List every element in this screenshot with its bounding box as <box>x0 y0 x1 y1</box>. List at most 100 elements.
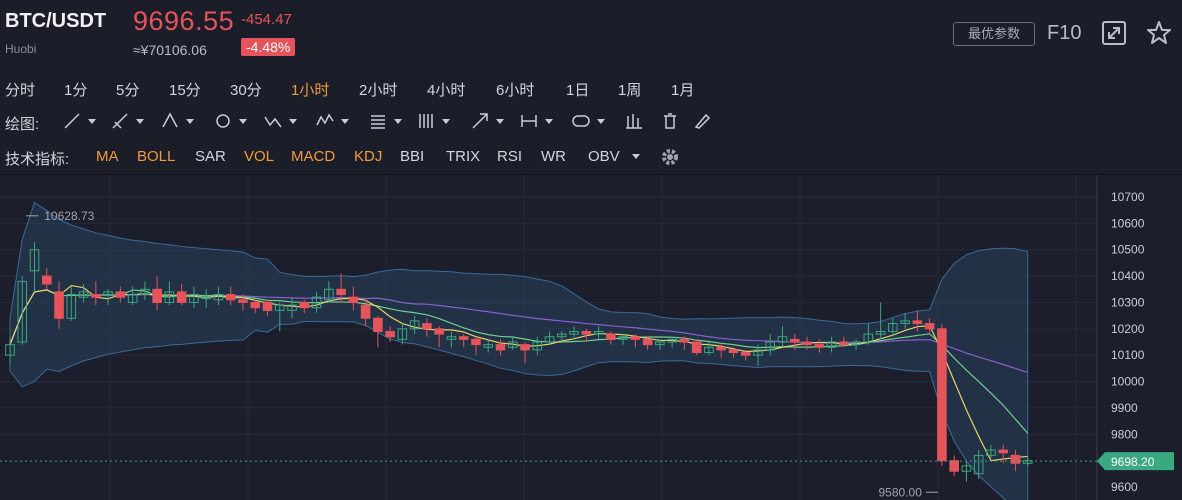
circle-tool-icon[interactable] <box>213 110 247 132</box>
candle-body <box>5 344 15 356</box>
candle-body <box>127 294 138 303</box>
y-tick-label: 10400 <box>1111 269 1145 283</box>
y-tick-label: 10600 <box>1111 216 1145 230</box>
fib-tool-icon[interactable] <box>368 110 402 132</box>
candle-body <box>593 330 604 335</box>
candle-body <box>986 449 996 456</box>
timeframe-bar: 分时 1分 5分 15分 30分 1小时 2小时 4小时 6小时 1日 1周 1月 <box>0 70 1182 105</box>
candle-body <box>495 344 506 351</box>
candle-body <box>679 338 690 343</box>
best-params-button[interactable]: 最优参数 <box>953 22 1035 46</box>
candle-body <box>299 301 310 309</box>
timeframe-11[interactable]: 1月 <box>671 82 695 99</box>
candle-body <box>826 341 837 348</box>
candle-body <box>140 288 150 296</box>
candle-body <box>924 323 935 330</box>
timeframe-8[interactable]: 6小时 <box>496 82 535 99</box>
candle-body <box>458 336 469 340</box>
trash-icon[interactable] <box>660 110 680 132</box>
price-chart[interactable]: 10628.73 9580.00 9698.20 10700 10600 10500 104… <box>0 175 1182 500</box>
indicator-vol[interactable]: VOL <box>244 148 275 165</box>
indicator-bbi[interactable]: BBI <box>400 148 425 165</box>
candle-body <box>949 460 959 472</box>
change-percent-badge: -4.48% <box>241 38 296 56</box>
indicator-sar[interactable]: SAR <box>195 148 226 165</box>
candle-body <box>851 341 861 346</box>
candle-body <box>556 333 567 338</box>
candle-body <box>483 344 494 348</box>
candle-body <box>630 336 641 340</box>
candle-body <box>802 341 812 346</box>
note-tool-icon[interactable] <box>571 110 605 132</box>
measure-tool-icon[interactable] <box>519 110 553 132</box>
timeframe-0[interactable]: 分时 <box>5 82 36 99</box>
gear-icon[interactable] <box>659 146 681 168</box>
candle-body <box>900 320 910 325</box>
candle-body <box>348 296 359 303</box>
timeframe-9[interactable]: 1日 <box>566 82 590 99</box>
candle-body <box>373 317 383 332</box>
candle-body <box>789 338 800 343</box>
candle-body <box>164 291 175 303</box>
ray-tool-icon[interactable] <box>110 110 144 132</box>
wave-tool-icon[interactable] <box>263 110 297 132</box>
timeframe-3[interactable]: 15分 <box>169 82 201 99</box>
pattern-tool-icon[interactable] <box>315 110 349 132</box>
indicator-wr[interactable]: WR <box>541 148 566 165</box>
timeframe-10[interactable]: 1周 <box>618 82 642 99</box>
candle-body <box>115 291 126 298</box>
candle-body <box>839 341 849 346</box>
last-price-label: 9698.20 <box>1111 455 1155 469</box>
arrow-tool-icon[interactable] <box>470 110 504 132</box>
indicator-macd[interactable]: MACD <box>291 148 336 165</box>
indicator-obv[interactable]: OBV <box>588 148 620 165</box>
indicator-boll[interactable]: BOLL <box>137 148 176 165</box>
candle-body <box>912 320 923 325</box>
line-tool-icon[interactable] <box>62 110 96 132</box>
obv-dropdown-caret[interactable] <box>632 154 640 159</box>
candle-body <box>875 330 886 335</box>
candle-body <box>311 296 322 309</box>
candle-body <box>973 454 984 475</box>
triangle-tool-icon[interactable] <box>160 110 194 132</box>
timeframe-7[interactable]: 4小时 <box>427 82 466 99</box>
candle-body <box>262 301 273 311</box>
last-price-badge <box>1097 452 1174 471</box>
bars-icon[interactable] <box>624 110 644 132</box>
candle-body <box>29 249 40 272</box>
timeframe-5[interactable]: 1小时 <box>291 82 330 99</box>
candle-body <box>814 344 825 348</box>
candle-body <box>41 275 52 285</box>
indicator-rsi[interactable]: RSI <box>497 148 523 165</box>
candle-body <box>324 288 334 301</box>
f10-button[interactable]: F10 <box>1047 22 1082 44</box>
indicator-trix[interactable]: TRIX <box>446 148 481 165</box>
candle-body <box>1022 460 1033 464</box>
candle-body <box>91 294 101 298</box>
boll-band <box>9 201 1029 500</box>
candle-body <box>618 336 628 340</box>
candle-body <box>385 330 395 338</box>
exchange-name: Huobi <box>5 42 37 56</box>
expand-icon[interactable] <box>1100 19 1128 47</box>
pair-title: BTC/USDT <box>5 10 107 32</box>
star-icon[interactable] <box>1145 19 1173 47</box>
y-tick-label: 10200 <box>1111 322 1145 336</box>
y-tick-label: 10000 <box>1111 375 1145 389</box>
price-change: -454.47 <box>241 11 292 28</box>
timeframe-1[interactable]: 1分 <box>64 82 88 99</box>
indicator-ma[interactable]: MA <box>96 148 119 165</box>
candle-body <box>642 338 653 346</box>
candle-body <box>777 336 788 343</box>
gann-tool-icon[interactable] <box>416 110 450 132</box>
timeframe-6[interactable]: 2小时 <box>359 82 398 99</box>
candle-body <box>704 346 714 354</box>
ticker-header: BTC/USDT Huobi 9696.55 ≈¥70106.06 -454.4… <box>0 0 1182 71</box>
chart-background <box>0 175 1182 500</box>
brush-icon[interactable] <box>692 110 712 132</box>
candle-body <box>471 338 481 346</box>
indicator-bar: 技术指标: MA BOLL SAR VOL MACD KDJ BBI TRIX RSI WR OBV <box>0 138 1182 175</box>
indicator-kdj[interactable]: KDJ <box>354 148 383 165</box>
timeframe-4[interactable]: 30分 <box>230 82 262 99</box>
timeframe-2[interactable]: 5分 <box>116 82 140 99</box>
